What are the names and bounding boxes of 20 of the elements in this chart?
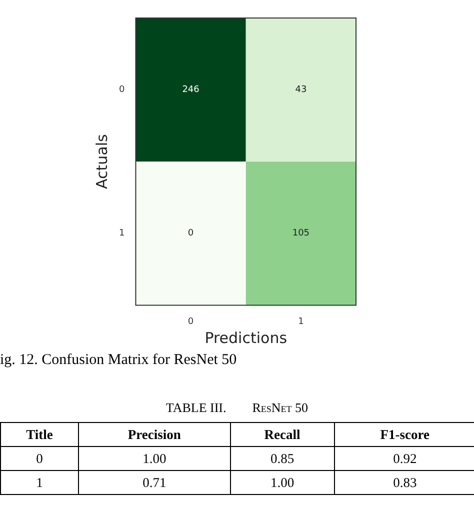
data-label: 246 (182, 85, 200, 96)
category-label: 0 (36, 450, 43, 466)
text: Title (0, 422, 78, 446)
text: 1.00 (270, 474, 294, 490)
text: ig. 12. Confusion Matrix for ResNet 50 (0, 352, 237, 369)
category-label: F1-score (334, 422, 474, 446)
x-axis-title: Predictions (204, 328, 288, 347)
text: 0.85 (270, 450, 294, 466)
text: 0.92 (393, 450, 417, 466)
category-label: Recall (230, 422, 334, 446)
text: 0.71 (142, 474, 166, 490)
data-label: 105 (292, 228, 310, 239)
data-label: 0 (188, 228, 194, 239)
category-label: 1 (36, 474, 43, 490)
text: 0.83 (393, 474, 417, 490)
category-label: Precision (78, 422, 230, 446)
text: 1.00 (142, 450, 166, 466)
y-axis-title: Actuals (92, 134, 111, 190)
text: TABLE III. ResNet 50 (164, 400, 310, 416)
data-label: 43 (295, 85, 307, 96)
